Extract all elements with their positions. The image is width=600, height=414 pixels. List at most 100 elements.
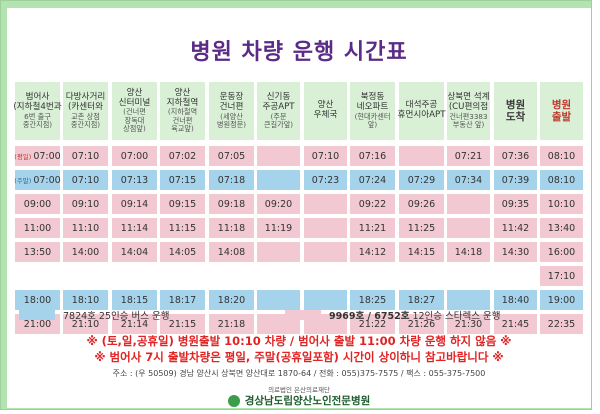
time-cell xyxy=(399,266,444,286)
time-value: 07:39 xyxy=(501,174,530,186)
time-value: 07:00 xyxy=(33,150,61,162)
time-value: 14:08 xyxy=(217,246,246,258)
table-row: 17:10 xyxy=(15,266,583,286)
time-value: 07:21 xyxy=(454,150,483,162)
time-cell: 09:35 xyxy=(494,194,537,214)
header-line: 양산 xyxy=(317,100,334,111)
time-cell: (평일) 07:00 xyxy=(14,146,61,166)
time-value: 09:18 xyxy=(217,198,246,210)
time-value: 18:25 xyxy=(358,294,387,306)
footer-address: 주소 : (우 50509) 경남 양산시 상북면 양산대로 1870-64 /… xyxy=(112,369,486,378)
time-value: 22:35 xyxy=(547,318,576,330)
header-cell: 상북면 석계 (CU편의점 건너편3383 부동산 앞) xyxy=(447,82,490,140)
header-line: 운동장 xyxy=(219,91,244,102)
table-row: 11:00 11:10 11:14 11:15 11:18 11:19 11:21 11:25… xyxy=(15,218,583,238)
time-cell xyxy=(447,290,490,310)
time-cell xyxy=(257,266,300,286)
time-cell: 18:10 xyxy=(63,290,108,310)
header-line: 부동산 앞) xyxy=(452,119,485,129)
time-value: 18:40 xyxy=(501,294,530,306)
legend-pink-swatch xyxy=(285,310,321,320)
time-value: 07:24 xyxy=(358,174,387,186)
time-value: 21:00 xyxy=(23,318,52,330)
time-cell: 14:00 xyxy=(63,242,108,262)
time-cell: 21:15 xyxy=(160,314,205,334)
time-cell xyxy=(304,218,347,238)
legend-pink-vehicles: 9969호 / 6752호 xyxy=(329,311,410,322)
time-value: 07:00 xyxy=(33,174,61,186)
time-value: 21:30 xyxy=(454,318,483,330)
time-value: 11:00 xyxy=(23,222,52,234)
time-cell: 21:30 xyxy=(447,314,490,334)
legend-pink-desc: 12인승 스타렉스 운행 xyxy=(409,311,501,322)
header-line: 대석주공 xyxy=(405,100,438,111)
time-cell: 14:08 xyxy=(209,242,254,262)
time-cell: 21:10 xyxy=(63,314,108,334)
time-cell: 21:14 xyxy=(112,314,157,334)
header-line: 장독대 xyxy=(124,115,145,125)
header-line: (CU편의점 xyxy=(448,101,489,112)
footer-hospital: 경상남도립양산노인전문병원 xyxy=(7,393,591,408)
header-cell: 운동장 건너편 (세양산 병원정문) xyxy=(209,82,254,140)
time-value: 14:00 xyxy=(71,246,100,258)
header-line: (건너편 xyxy=(123,107,146,117)
time-cell: 21:22 xyxy=(350,314,395,334)
time-cell xyxy=(399,146,444,166)
header-line: (지하철4번과 xyxy=(13,101,62,112)
time-cell: 09:14 xyxy=(112,194,157,214)
header-line: 병원 xyxy=(505,98,526,111)
header-cell: 병원 출발 xyxy=(540,82,583,140)
time-cell: 22:35 xyxy=(540,314,583,334)
time-cell: 09:22 xyxy=(350,194,395,214)
header-cell: 양산 우체국 xyxy=(304,82,347,140)
page-frame: 병원 차량 운행 시간표 범어사 (지하철4번과 6번 출구 중간지점) 다방사거리 (카… xyxy=(0,0,592,410)
time-value: 09:14 xyxy=(120,198,149,210)
time-value: 11:19 xyxy=(264,222,293,234)
time-cell xyxy=(257,170,300,190)
time-cell: 09:18 xyxy=(209,194,254,214)
time-cell: 18:00 xyxy=(15,290,60,310)
legend-blue-swatch xyxy=(19,310,55,320)
header-line: 신터미널 xyxy=(118,97,151,108)
time-value: 21:10 xyxy=(71,318,100,330)
time-cell: 07:15 xyxy=(160,170,205,190)
time-value: 14:15 xyxy=(407,246,436,258)
time-value: 10:10 xyxy=(547,198,576,210)
header-line: 북정동 xyxy=(360,91,385,102)
time-cell: 07:10 xyxy=(63,146,108,166)
time-value: 09:15 xyxy=(168,198,197,210)
header-line: 양산 xyxy=(174,87,191,98)
time-cell: 13:50 xyxy=(15,242,60,262)
time-cell: 08:10 xyxy=(540,170,583,190)
time-value: 07:05 xyxy=(217,150,246,162)
time-cell: 07:13 xyxy=(112,170,157,190)
time-cell: (주말) 07:00 xyxy=(14,170,61,190)
footer-foundation: 의료법인 은산의료재단 xyxy=(268,386,330,394)
table-row: (주말) 07:00 07:10 07:13 07:15 07:18 07:23 07:24 0… xyxy=(14,170,583,190)
time-cell xyxy=(257,146,300,166)
time-value: 07:00 xyxy=(120,150,149,162)
header-line: 상북면 석계 xyxy=(447,91,490,102)
time-value: 14:30 xyxy=(501,246,530,258)
legend-blue-label: 7824호 25인승 버스 운행 xyxy=(63,311,170,322)
time-value: 21:45 xyxy=(501,318,530,330)
table-row: 18:00 18:10 18:15 18:17 18:20 18:25 18:27 18:40… xyxy=(15,290,583,310)
time-value: 18:17 xyxy=(168,294,197,306)
header-line: 휴먼시아APT xyxy=(397,110,446,120)
time-cell: 07:10 xyxy=(63,170,108,190)
page-title: 병원 차량 운행 시간표 xyxy=(190,40,408,65)
time-value: 07:29 xyxy=(407,174,436,186)
time-cell: 14:05 xyxy=(160,242,205,262)
header-line: (카센터와 xyxy=(68,101,103,112)
header-cell: 다방사거리 (카센터와 교촌 상점 중간지점) xyxy=(63,82,108,140)
time-cell: 11:21 xyxy=(350,218,395,238)
header-line: 출발 xyxy=(551,111,572,123)
time-value: 14:04 xyxy=(120,246,149,258)
time-cell: 09:10 xyxy=(63,194,108,214)
time-cell: 11:14 xyxy=(112,218,157,238)
time-value: 16:00 xyxy=(547,246,576,258)
time-cell: 07:02 xyxy=(160,146,205,166)
time-cell: 11:25 xyxy=(399,218,444,238)
time-cell: 13:40 xyxy=(540,218,583,238)
time-cell: 11:00 xyxy=(15,218,60,238)
